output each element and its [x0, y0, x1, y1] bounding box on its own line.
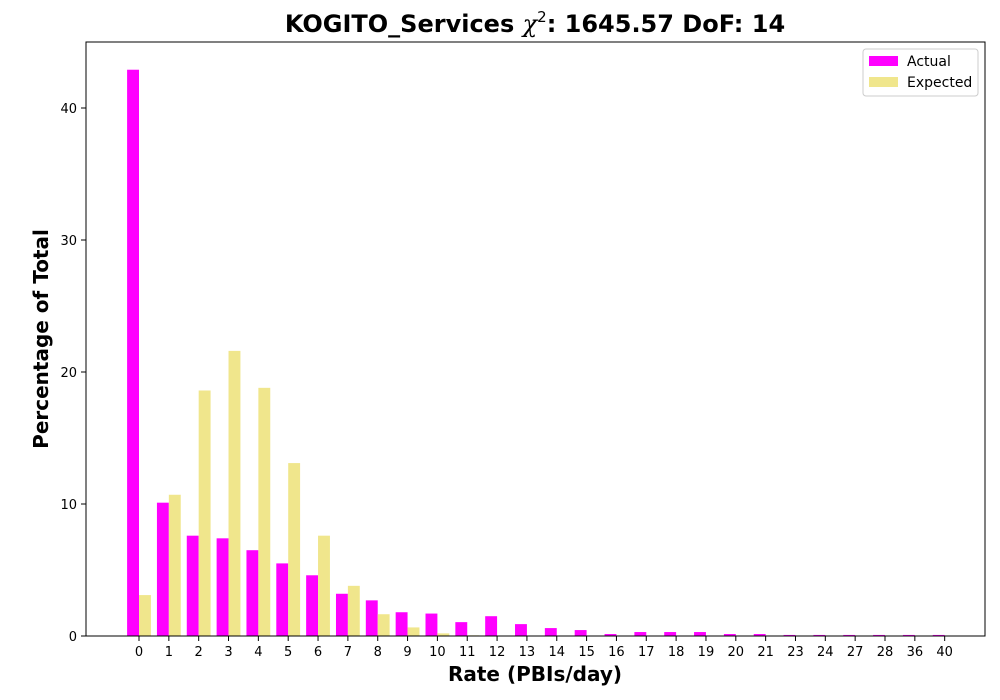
bar-actual-9: [396, 612, 408, 636]
y-tick-label-20: 20: [60, 366, 77, 381]
x-tick-label-7: 7: [344, 645, 352, 660]
y-tick-label-0: 0: [69, 630, 77, 645]
chart-title-superscript: 2: [537, 8, 547, 26]
x-tick-label-28: 28: [877, 645, 894, 660]
bar-actual-18: [664, 632, 676, 636]
x-tick-label-11: 11: [459, 645, 476, 660]
bar-actual-8: [366, 600, 378, 636]
x-axis-label: Rate (PBIs/day): [448, 662, 622, 686]
chart-title-main: KOGITO_Services: [285, 10, 523, 38]
bars-layer: [127, 70, 945, 636]
bar-expected-0: [139, 595, 151, 636]
bar-actual-7: [336, 594, 348, 636]
bar-expected-8: [378, 614, 390, 636]
bar-actual-1: [157, 503, 169, 636]
x-tick-label-20: 20: [728, 645, 745, 660]
x-tick-label-19: 19: [698, 645, 715, 660]
bar-expected-3: [229, 351, 241, 636]
x-tick-label-2: 2: [195, 645, 203, 660]
bar-actual-11: [455, 622, 467, 636]
bar-actual-10: [426, 614, 438, 636]
legend: Actual Expected: [863, 49, 978, 96]
bar-expected-2: [199, 390, 211, 636]
bar-actual-13: [515, 624, 527, 636]
bar-actual-12: [485, 616, 497, 636]
bar-expected-9: [408, 627, 420, 636]
x-tick-label-15: 15: [578, 645, 595, 660]
bar-expected-6: [318, 536, 330, 636]
x-tick-label-23: 23: [787, 645, 804, 660]
x-tick-label-16: 16: [608, 645, 625, 660]
bar-expected-7: [348, 586, 360, 636]
x-tick-label-6: 6: [314, 645, 322, 660]
chart-title-chi: χ: [521, 10, 539, 38]
x-tick-label-0: 0: [135, 645, 143, 660]
x-tick-label-5: 5: [284, 645, 292, 660]
bar-actual-2: [187, 536, 199, 636]
legend-swatch-expected: [869, 77, 898, 87]
x-tick-label-8: 8: [374, 645, 382, 660]
bar-actual-14: [545, 628, 557, 636]
bar-expected-1: [169, 495, 181, 636]
bar-actual-0: [127, 70, 139, 636]
bar-expected-4: [258, 388, 270, 636]
bar-actual-6: [306, 575, 318, 636]
x-tick-label-24: 24: [817, 645, 834, 660]
chart-title: KOGITO_Services χ2: 1645.57 DoF: 14: [285, 8, 785, 38]
chart-title-rest: : 1645.57 DoF: 14: [547, 10, 785, 38]
x-tick-label-1: 1: [165, 645, 173, 660]
legend-label-expected: Expected: [907, 75, 972, 91]
bar-actual-17: [634, 632, 646, 636]
x-tick-label-14: 14: [548, 645, 565, 660]
y-tick-label-40: 40: [60, 102, 77, 117]
x-tick-label-12: 12: [489, 645, 506, 660]
bar-expected-5: [288, 463, 300, 636]
x-tick-label-13: 13: [519, 645, 536, 660]
bar-actual-15: [575, 630, 587, 636]
x-tick-label-17: 17: [638, 645, 655, 660]
legend-label-actual: Actual: [907, 54, 951, 70]
y-axis-label: Percentage of Total: [29, 229, 53, 449]
x-tick-label-21: 21: [757, 645, 774, 660]
legend-swatch-actual: [869, 56, 898, 66]
bar-actual-4: [246, 550, 258, 636]
y-tick-label-10: 10: [60, 498, 77, 513]
x-tick-label-4: 4: [254, 645, 262, 660]
bar-actual-3: [217, 538, 229, 636]
x-tick-label-3: 3: [224, 645, 232, 660]
bar-actual-19: [694, 632, 706, 636]
bar-actual-5: [276, 563, 288, 636]
x-tick-label-9: 9: [403, 645, 411, 660]
x-tick-label-18: 18: [668, 645, 685, 660]
x-tick-label-10: 10: [429, 645, 446, 660]
x-tick-label-36: 36: [907, 645, 924, 660]
y-tick-label-30: 30: [60, 234, 77, 249]
x-tick-label-40: 40: [936, 645, 953, 660]
x-tick-label-27: 27: [847, 645, 864, 660]
